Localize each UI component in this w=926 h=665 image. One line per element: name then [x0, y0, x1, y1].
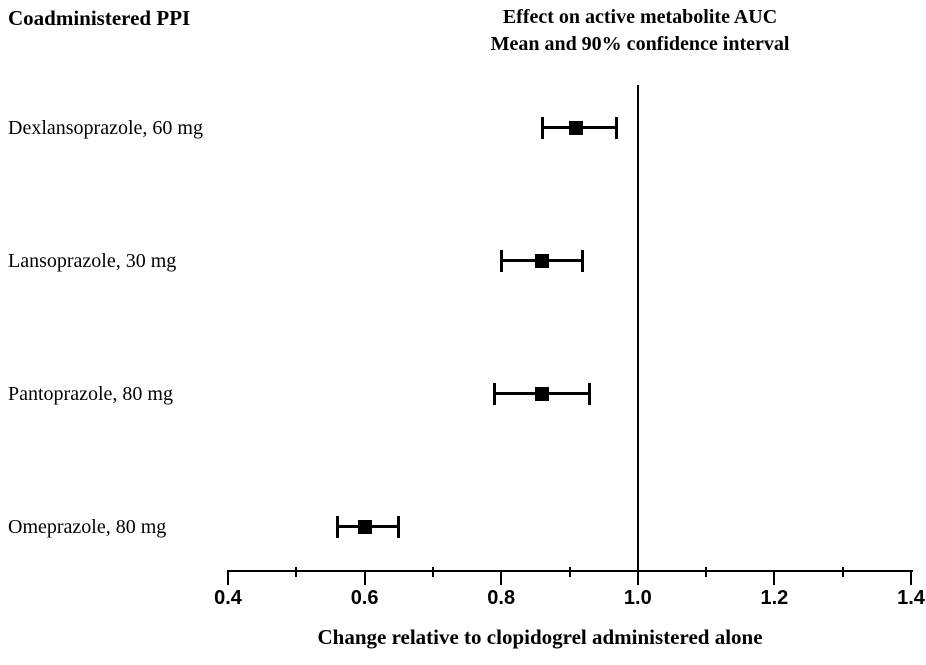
x-axis-minor-tick — [841, 567, 844, 577]
x-axis-minor-tick — [568, 567, 571, 577]
ci-cap-low — [336, 516, 340, 538]
row-label-lansoprazole: Lansoprazole, 30 mg — [8, 250, 177, 272]
x-axis-tick-label: 0.6 — [350, 587, 379, 609]
mean-marker-square — [569, 121, 584, 135]
reference-line — [636, 85, 639, 570]
column-header-coadministered-ppi: Coadministered PPI — [8, 6, 191, 30]
x-axis-tick-label: 1.4 — [897, 587, 925, 609]
x-axis-minor-tick — [431, 567, 434, 577]
x-axis-major-tick — [500, 570, 503, 585]
x-axis-tick-label: 0.8 — [487, 587, 516, 609]
ci-cap-high — [581, 250, 585, 272]
ci-cap-high — [587, 383, 591, 405]
x-axis-minor-tick — [705, 567, 708, 577]
x-axis-major-tick — [773, 570, 776, 585]
ci-cap-high — [396, 516, 400, 538]
x-axis-tick-label: 1.2 — [760, 587, 789, 609]
row-label-omeprazole: Omeprazole, 80 mg — [8, 516, 167, 538]
x-axis-major-tick — [636, 570, 639, 585]
row-label-dexlansoprazole: Dexlansoprazole, 60 mg — [8, 117, 203, 139]
x-axis-minor-tick — [295, 567, 298, 577]
row-label-pantoprazole: Pantoprazole, 80 mg — [8, 383, 173, 405]
mean-marker-square — [357, 520, 372, 534]
x-axis-line — [228, 570, 913, 572]
x-axis-tick-label: 1.0 — [623, 587, 652, 609]
mean-marker-square — [535, 254, 550, 268]
x-axis-major-tick — [227, 570, 229, 585]
ci-cap-low — [541, 117, 545, 139]
x-axis-major-tick — [363, 570, 366, 585]
mean-marker-square — [535, 387, 550, 401]
x-axis-tick-label: 0.4 — [214, 587, 242, 609]
chart-title-line2: Mean and 90% confidence interval — [490, 33, 790, 55]
ci-cap-low — [500, 250, 504, 272]
chart-title-line1: Effect on active metabolite AUC — [502, 6, 778, 28]
ci-cap-high — [615, 117, 619, 139]
ci-cap-low — [493, 383, 497, 405]
x-axis-title: Change relative to clopidogrel administe… — [317, 625, 763, 649]
chart-title: Effect on active metabolite AUC Mean and… — [360, 4, 920, 58]
x-axis-major-tick — [910, 570, 912, 585]
